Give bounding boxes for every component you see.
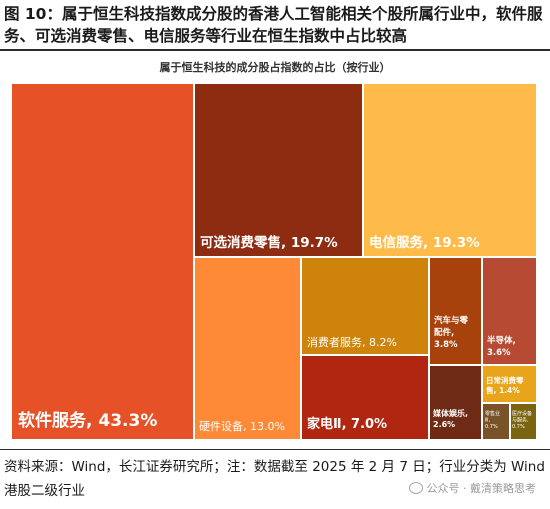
watermark: 公众号 · 戴清策略思考 bbox=[408, 480, 537, 496]
treemap-cell-9-label: 媒体娱乐, 2.6% bbox=[432, 408, 468, 429]
treemap-cell-12-label-line: 医疗设备 bbox=[512, 410, 532, 417]
treemap-cell-8-label: 半导体, 3.6% bbox=[487, 335, 516, 358]
treemap-cell-11-rect bbox=[483, 404, 509, 439]
treemap-cell-7-label: 汽车与零配件, 3.8% bbox=[434, 315, 469, 350]
treemap-cell-6-rect bbox=[302, 356, 428, 439]
treemap-cell-7-rect bbox=[430, 258, 481, 364]
treemap-cell-3-label: 电信服务, 19.3% bbox=[369, 234, 480, 251]
treemap-cell-10-rect bbox=[483, 366, 536, 402]
treemap-cell-9-rect bbox=[430, 366, 481, 439]
wechat-icon bbox=[408, 482, 423, 494]
treemap-cell-1-label: 软件服务, 43.3% bbox=[18, 410, 157, 431]
treemap-cell-12-label-line: 与服务, bbox=[512, 417, 529, 424]
treemap-cell-10-label-line: 售, 1.4% bbox=[486, 385, 520, 395]
treemap-cell-11-label-line: Ⅲ, bbox=[485, 418, 490, 424]
treemap-cell-3-rect bbox=[364, 84, 536, 256]
treemap-cell-11-label-line: 0.7% bbox=[485, 424, 498, 430]
figure-title: 图 10：属于恒生科技指数成分股的香港人工智能相关个股所属行业中，软件服务、可选… bbox=[4, 5, 543, 45]
bottom-rule bbox=[0, 449, 550, 450]
treemap-cell-11-label-line: 零售业 bbox=[485, 410, 500, 417]
treemap-cell-9-label-line: 2.6% bbox=[433, 420, 455, 429]
watermark-text: 公众号 · 戴清策略思考 bbox=[426, 482, 537, 495]
treemap-cell-11-label: 零售业 Ⅲ, 0.7% bbox=[485, 410, 500, 430]
treemap-cell-10-label: 日常消费零售, 1.4% bbox=[486, 375, 524, 395]
top-rule bbox=[0, 49, 550, 51]
treemap-cell-7-label-line: 汽车与零 bbox=[434, 315, 469, 326]
treemap-cell-5-rect bbox=[302, 258, 428, 354]
treemap-cell-4-label: 硬件设备, 13.0% bbox=[199, 419, 285, 433]
treemap-cell-1-rect bbox=[12, 84, 193, 439]
treemap-cell-2-label: 可选消费零售, 19.7% bbox=[200, 234, 338, 251]
treemap-cell-8-label-line: 3.6% bbox=[487, 348, 511, 358]
treemap-cell-12-label-line: 0.7% bbox=[512, 424, 525, 430]
treemap-cell-8-label-line: 半导体, bbox=[487, 335, 516, 346]
treemap-cell-12-label: 医疗设备与服务, 0.7% bbox=[512, 410, 532, 430]
treemap-cell-6-label: 家电Ⅱ, 7.0% bbox=[307, 416, 387, 432]
treemap-cell-7-label-line: 配件, bbox=[434, 327, 454, 338]
treemap-cell-9-label-line: 媒体娱乐, bbox=[432, 408, 468, 418]
treemap-cell-8-rect bbox=[483, 258, 536, 364]
treemap-cell-10-label-line: 日常消费零 bbox=[486, 375, 524, 385]
source-note: 资料来源：Wind，长江证券研究所；注：数据截至 2025 年 2 月 7 日；… bbox=[4, 459, 545, 499]
treemap-cell-7-label-line: 3.8% bbox=[434, 340, 458, 350]
treemap-cell-5-label: 消费者服务, 8.2% bbox=[307, 335, 397, 349]
chart-title: 属于恒生科技的成分股占指数的占比（按行业） bbox=[159, 61, 391, 74]
treemap-cell-4-rect bbox=[195, 258, 300, 439]
treemap-cell-2-rect bbox=[195, 84, 362, 256]
treemap-cell-12-rect bbox=[511, 404, 536, 439]
